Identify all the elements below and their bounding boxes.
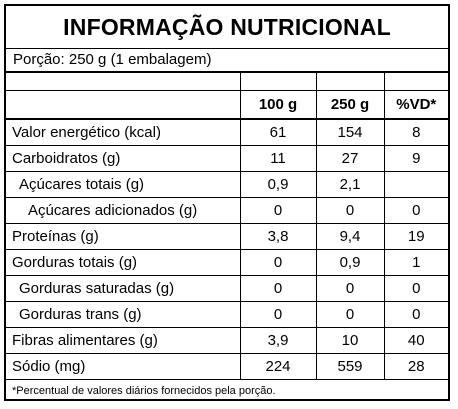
value-250g: 0 — [315, 197, 384, 224]
table-row: Gorduras saturadas (g) 0 0 0 — [6, 275, 448, 302]
nutrient-label: Carboidratos (g) — [6, 145, 240, 172]
value-250g: 27 — [315, 145, 384, 172]
table-row: Gorduras totais (g) 0 0,9 1 — [6, 249, 448, 276]
value-250g: 9,4 — [315, 223, 384, 250]
nutrient-label: Gorduras totais (g) — [6, 249, 240, 276]
nutrient-label: Valor energético (kcal) — [6, 119, 240, 146]
value-vd: 8 — [383, 119, 448, 146]
value-vd — [383, 171, 448, 198]
table-row: Sódio (mg) 224 559 28 — [6, 353, 448, 380]
nutrient-label: Açúcares adicionados (g) — [6, 197, 240, 224]
value-100g: 0,9 — [239, 171, 316, 198]
nutrient-label: Fibras alimentares (g) — [6, 327, 240, 354]
value-100g: 3,9 — [239, 327, 316, 354]
header-blank — [6, 91, 240, 120]
nutrient-label: Sódio (mg) — [6, 353, 240, 380]
value-100g: 0 — [239, 249, 316, 276]
header-spacer — [6, 73, 448, 91]
header-vd: %VD* — [383, 91, 448, 120]
table-row: Valor energético (kcal) 61 154 8 — [6, 119, 448, 146]
value-250g: 0 — [315, 275, 384, 302]
value-250g: 2,1 — [315, 171, 384, 198]
table-row: Açúcares adicionados (g) 0 0 0 — [6, 197, 448, 224]
value-100g: 61 — [239, 119, 316, 146]
table-header-row: 100 g 250 g %VD* — [6, 91, 448, 120]
nutrient-label: Açúcares totais (g) — [6, 171, 240, 198]
panel-title: INFORMAÇÃO NUTRICIONAL — [6, 6, 448, 49]
value-100g: 0 — [239, 301, 316, 328]
value-vd: 9 — [383, 145, 448, 172]
header-100g: 100 g — [239, 91, 316, 120]
value-250g: 154 — [315, 119, 384, 146]
value-vd: 19 — [383, 223, 448, 250]
value-250g: 10 — [315, 327, 384, 354]
nutrient-label: Proteínas (g) — [6, 223, 240, 250]
value-vd: 1 — [383, 249, 448, 276]
value-250g: 559 — [315, 353, 384, 380]
value-100g: 0 — [239, 275, 316, 302]
table-row: Carboidratos (g) 11 27 9 — [6, 145, 448, 172]
value-vd: 0 — [383, 197, 448, 224]
value-100g: 0 — [239, 197, 316, 224]
value-250g: 0 — [315, 301, 384, 328]
nutrition-table: 100 g 250 g %VD* Valor energético (kcal)… — [6, 91, 448, 380]
portion-size: Porção: 250 g (1 embalagem) — [6, 49, 448, 73]
value-250g: 0,9 — [315, 249, 384, 276]
nutrient-label: Gorduras trans (g) — [6, 301, 240, 328]
header-250g: 250 g — [315, 91, 384, 120]
table-row: Gorduras trans (g) 0 0 0 — [6, 301, 448, 328]
table-row: Açúcares totais (g) 0,9 2,1 — [6, 171, 448, 198]
value-vd: 0 — [383, 275, 448, 302]
value-100g: 11 — [239, 145, 316, 172]
footnote: *Percentual de valores diários fornecido… — [12, 385, 276, 397]
value-vd: 28 — [383, 353, 448, 380]
value-vd: 0 — [383, 301, 448, 328]
value-100g: 224 — [239, 353, 316, 380]
nutrient-label: Gorduras saturadas (g) — [6, 275, 240, 302]
table-row: Proteínas (g) 3,8 9,4 19 — [6, 223, 448, 250]
value-100g: 3,8 — [239, 223, 316, 250]
nutrition-facts-panel: INFORMAÇÃO NUTRICIONAL Porção: 250 g (1 … — [4, 4, 450, 401]
table-row: Fibras alimentares (g) 3,9 10 40 — [6, 327, 448, 354]
value-vd: 40 — [383, 327, 448, 354]
